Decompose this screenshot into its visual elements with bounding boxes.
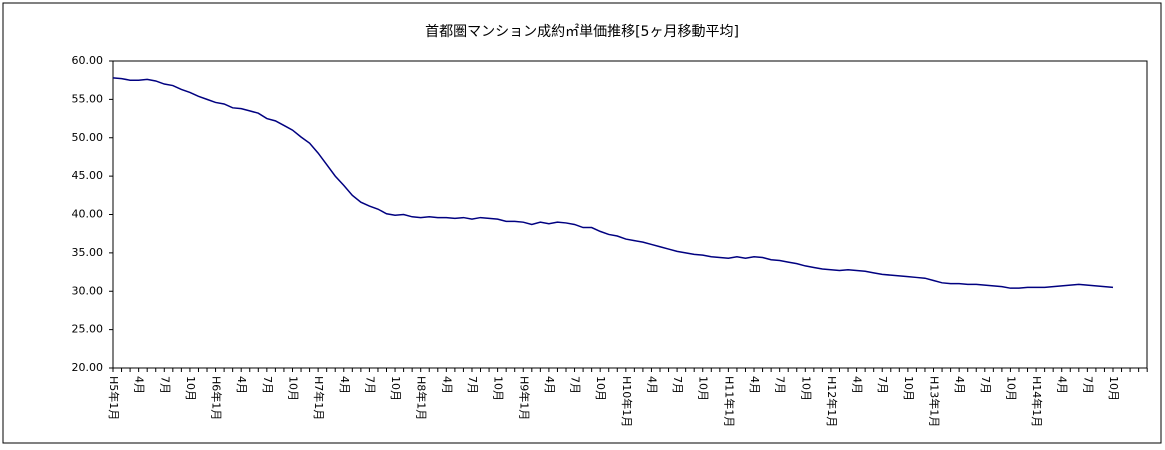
x-tick-label: H11年1月 [722, 376, 736, 427]
x-tick-label: H6年1月 [210, 376, 224, 420]
y-tick-label: 30.00 [72, 284, 104, 297]
x-tick-label: 4月 [338, 376, 351, 394]
y-tick-label: 35.00 [72, 246, 104, 259]
x-tick-label: 7月 [261, 376, 274, 394]
x-tick-label: 4月 [235, 376, 248, 394]
y-tick-label: 40.00 [72, 208, 104, 221]
plot-area [112, 60, 1148, 369]
x-tick-label: 4月 [440, 376, 453, 394]
x-tick-label: H13年1月 [928, 376, 942, 427]
x-tick-label: H7年1月 [312, 376, 326, 420]
chart-title: 首都圏マンション成約㎡単価推移[5ヶ月移動平均] [425, 24, 739, 40]
x-tick-label: 4月 [645, 376, 658, 394]
x-tick-label: 4月 [953, 376, 966, 394]
x-tick-label: 10月 [902, 376, 915, 401]
x-tick-label: 10月 [1107, 376, 1120, 401]
x-tick-label: 4月 [748, 376, 761, 394]
x-tick-label: 10月 [594, 376, 607, 401]
x-tick-label: 4月 [1056, 376, 1069, 394]
x-tick-label: 7月 [876, 376, 889, 394]
x-tick-label: 10月 [1004, 376, 1017, 401]
x-tick-label: 7月 [979, 376, 992, 394]
x-tick-label: H14年1月 [1030, 376, 1044, 427]
x-tick-label: 7月 [671, 376, 684, 394]
x-tick-label: 4月 [133, 376, 146, 394]
x-tick-label: 4月 [543, 376, 556, 394]
x-tick-label: 7月 [363, 376, 376, 394]
x-tick-label: 7月 [158, 376, 171, 394]
x-tick-label: 10月 [697, 376, 710, 401]
data-line [112, 77, 1114, 289]
x-tick-label: H5年1月 [107, 376, 121, 420]
y-tick-label: 50.00 [72, 131, 104, 144]
x-tick-label: 10月 [389, 376, 402, 401]
x-tick-label: 7月 [466, 376, 479, 394]
x-tick-label: H10年1月 [620, 376, 634, 427]
x-tick-label: H12年1月 [825, 376, 839, 427]
x-tick-label: 10月 [492, 376, 505, 401]
x-tick-label: 4月 [851, 376, 864, 394]
x-tick-label: H9年1月 [517, 376, 531, 420]
y-tick-label: 25.00 [72, 323, 104, 336]
x-tick-label: H8年1月 [415, 376, 429, 420]
y-tick-label: 55.00 [72, 92, 104, 105]
y-tick-label: 20.00 [72, 361, 104, 374]
y-tick-label: 60.00 [72, 54, 104, 67]
x-tick-label: 7月 [569, 376, 582, 394]
y-tick-label: 45.00 [72, 169, 104, 182]
x-tick-label: 7月 [1081, 376, 1094, 394]
x-tick-label: 10月 [286, 376, 299, 401]
x-tick-label: 10月 [799, 376, 812, 401]
x-tick-label: 7月 [774, 376, 787, 394]
x-tick-label: 10月 [184, 376, 197, 401]
